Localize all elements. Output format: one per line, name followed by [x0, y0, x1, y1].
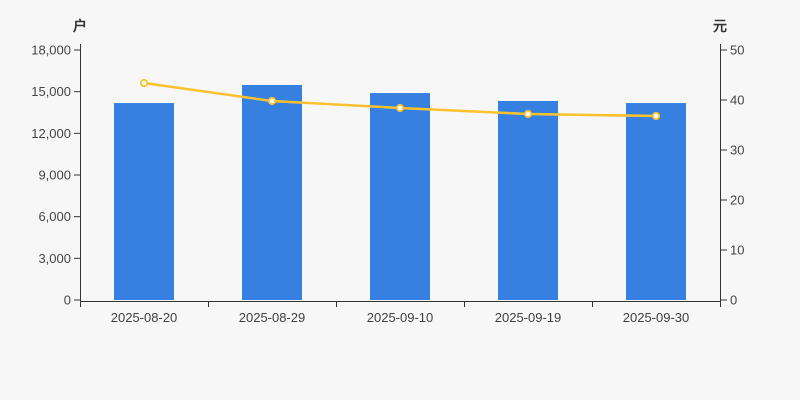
line-layer [139, 78, 661, 121]
left-axis-tick-label: 9,000 [38, 168, 71, 183]
bar[interactable] [626, 103, 686, 300]
left-axis-tick-label: 18,000 [31, 43, 71, 58]
line-point-marker[interactable] [523, 109, 533, 119]
bar[interactable] [114, 103, 174, 300]
right-axis-tick-label: 10 [730, 243, 744, 258]
line-point-marker[interactable] [651, 111, 661, 121]
bar[interactable] [242, 85, 302, 300]
line-point-marker[interactable] [395, 103, 405, 113]
x-axis-category-label: 2025-09-30 [623, 310, 690, 325]
axes-layer: 0 3,000 6,000 9,000 12,000 15,000 18,000 0 10 20 3… [31, 43, 744, 326]
left-axis-tick-label: 15,000 [31, 84, 71, 99]
left-axis-tick-label: 12,000 [31, 126, 71, 141]
line-point-marker[interactable] [139, 78, 149, 88]
left-axis-title: 户 [73, 18, 87, 34]
right-axis-tick-label: 20 [730, 193, 744, 208]
bars-layer [114, 85, 686, 300]
right-axis-tick-label: 50 [730, 43, 744, 58]
left-axis-tick-label: 0 [64, 293, 71, 308]
right-axis-tick-label: 40 [730, 93, 744, 108]
bar[interactable] [498, 100, 558, 300]
bar[interactable] [370, 93, 430, 300]
left-axis-tick-label: 3,000 [38, 251, 71, 266]
line-point-marker[interactable] [267, 96, 277, 106]
right-axis-tick-label: 0 [730, 293, 737, 308]
right-axis-title: 元 [713, 18, 727, 34]
x-axis-category-label: 2025-08-29 [239, 310, 306, 325]
x-axis-category-label: 2025-09-10 [367, 310, 434, 325]
left-axis-tick-label: 6,000 [38, 209, 71, 224]
x-axis-category-label: 2025-09-19 [495, 310, 562, 325]
right-axis-tick-label: 30 [730, 143, 744, 158]
x-axis-category-label: 2025-08-20 [111, 310, 178, 325]
